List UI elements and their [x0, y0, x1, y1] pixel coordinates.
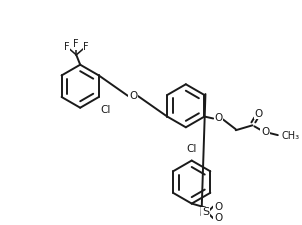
Text: O: O	[214, 202, 222, 211]
Text: O: O	[214, 213, 222, 223]
Text: O: O	[261, 127, 269, 137]
Text: O: O	[129, 91, 137, 101]
Text: F: F	[83, 42, 89, 52]
Text: Cl: Cl	[101, 105, 111, 115]
Text: F: F	[73, 39, 79, 49]
Text: Cl: Cl	[187, 144, 197, 154]
Text: O: O	[254, 109, 262, 119]
Text: F: F	[64, 42, 69, 52]
Text: S: S	[202, 207, 209, 217]
Text: O: O	[214, 113, 222, 124]
Text: CH₃: CH₃	[282, 131, 300, 141]
